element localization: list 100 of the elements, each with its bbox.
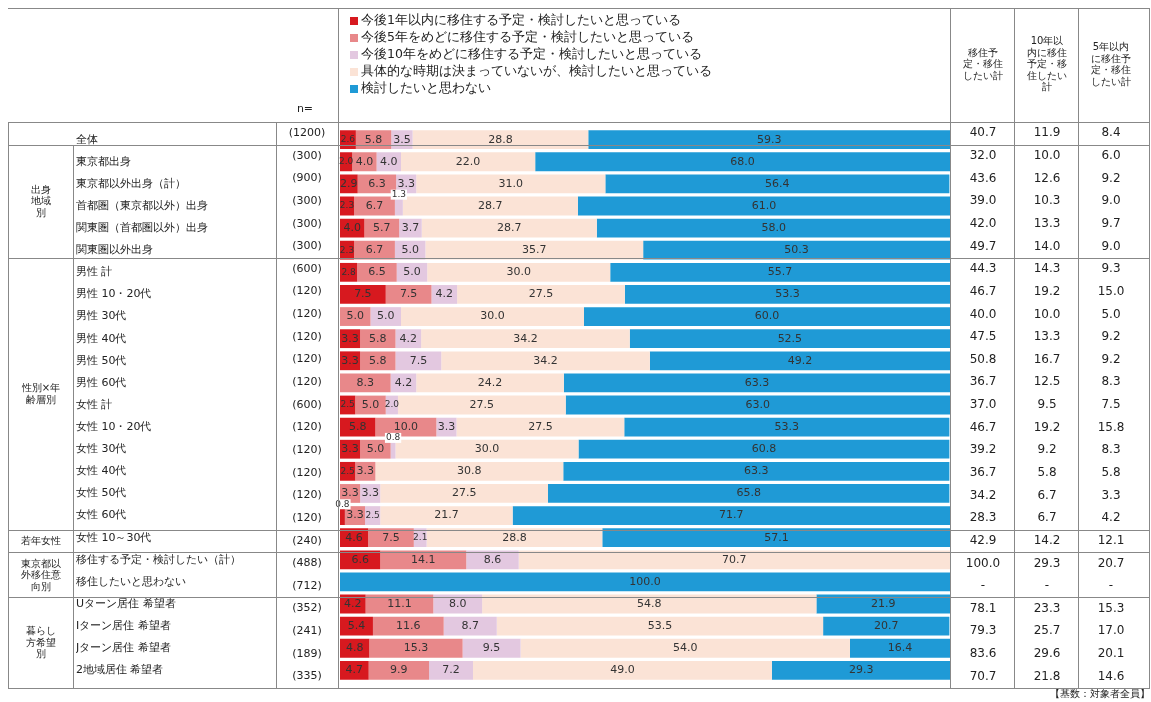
bar xyxy=(578,439,950,459)
text: 39.0 xyxy=(969,193,997,209)
data-label: 3.3 xyxy=(341,486,359,500)
text: 29.6 xyxy=(1033,646,1061,661)
data-label: 70.7 xyxy=(722,552,747,566)
bar xyxy=(649,351,950,371)
text: 13.3 xyxy=(1033,215,1061,231)
bar xyxy=(427,262,611,282)
data-label: 21.7 xyxy=(434,508,459,522)
text: 若年女性 xyxy=(20,535,62,547)
data-label: 16.4 xyxy=(887,641,913,655)
data-label: 2.8 xyxy=(341,266,356,277)
data-label: 6.7 xyxy=(365,198,384,212)
text: 10.3 xyxy=(1033,193,1061,209)
text: 9.2 xyxy=(1101,329,1121,344)
text: 14.3 xyxy=(1033,261,1061,277)
legend-label: 今後1年以内に移住する予定・検討したいと思っている xyxy=(360,12,682,29)
data-label: 2.5 xyxy=(365,509,380,520)
bar xyxy=(340,616,373,636)
bar xyxy=(605,174,950,194)
bar xyxy=(380,550,467,570)
bar xyxy=(426,528,603,548)
data-label: 5.0 xyxy=(403,265,421,279)
data-label: 68.0 xyxy=(730,154,755,168)
y-tick-label: 関東圏（首都圏以外）出身 xyxy=(76,220,208,234)
data-label: 9.5 xyxy=(482,641,501,655)
text: (300) xyxy=(292,193,322,208)
data-label: 5.0 xyxy=(401,243,419,257)
text: 28.3 xyxy=(969,510,997,526)
data-label: 8.0 xyxy=(448,596,467,610)
text: 13.3 xyxy=(1033,329,1061,344)
bar xyxy=(412,130,589,150)
text: 出身地域別 xyxy=(30,183,52,219)
y-tick-label: 2地域居住 希望者 xyxy=(76,663,164,677)
text: 9.0 xyxy=(1101,238,1121,254)
data-label: 35.7 xyxy=(522,243,547,257)
legend-label: 今後10年をめどに移住する予定・検討したいと思っている xyxy=(360,46,703,63)
text: (600) xyxy=(292,261,322,276)
text: 46.7 xyxy=(969,419,997,435)
data-label: 54.8 xyxy=(637,596,662,610)
bar xyxy=(340,285,386,304)
data-label: 9.9 xyxy=(390,663,408,677)
y-tick-label: 女性 60代 xyxy=(76,508,127,522)
data-label: 61.0 xyxy=(751,198,777,212)
text: 10年以内に移住予定・移住したい計 xyxy=(1026,35,1068,93)
y-tick-label: 女性 40代 xyxy=(76,464,127,478)
bar xyxy=(565,395,950,415)
bar xyxy=(429,660,473,680)
data-label: 34.2 xyxy=(513,331,538,345)
data-label: 30.0 xyxy=(480,309,505,323)
data-label: 3.3 xyxy=(341,442,359,456)
bar xyxy=(518,550,950,570)
text: 9.7 xyxy=(1101,215,1121,231)
data-label: 8.3 xyxy=(356,375,375,389)
data-label: 4.7 xyxy=(345,663,364,677)
data-label: 63.0 xyxy=(745,397,771,411)
bar xyxy=(425,240,644,260)
data-label: 6.5 xyxy=(368,265,386,279)
bar xyxy=(402,196,578,216)
text: 6.7 xyxy=(1037,487,1057,503)
data-label: 5.0 xyxy=(366,442,385,456)
text: (1200) xyxy=(288,125,326,140)
text: (300) xyxy=(292,148,322,163)
bar xyxy=(357,262,397,282)
y-tick-label: 女性 50代 xyxy=(76,486,127,500)
text: (120) xyxy=(292,329,322,344)
text: 東京都以外移住意向別 xyxy=(20,557,62,593)
text: (120) xyxy=(292,510,322,525)
text: 19.2 xyxy=(1033,283,1061,299)
text: 14.0 xyxy=(1033,238,1061,254)
data-label: 8.6 xyxy=(483,552,502,566)
data-label: 2.3 xyxy=(339,244,355,255)
data-label: 4.8 xyxy=(345,641,364,655)
data-label: 15.3 xyxy=(403,641,429,655)
text: 9.2 xyxy=(1101,351,1121,367)
data-label: 53.5 xyxy=(647,618,673,632)
y-tick-label: 男性 60代 xyxy=(76,375,127,389)
text: 5.8 xyxy=(1037,465,1057,480)
text: 83.6 xyxy=(969,646,997,661)
text: 40.0 xyxy=(969,306,997,322)
y-tick-label: 関東圏以外出身 xyxy=(76,243,153,257)
text: 25.7 xyxy=(1033,623,1061,639)
text: 44.3 xyxy=(969,261,997,277)
bar xyxy=(643,240,950,260)
data-label: 5.8 xyxy=(369,353,387,367)
data-label: 50.3 xyxy=(784,243,809,257)
y-tick-label: 東京都以外出身（計） xyxy=(76,176,186,190)
data-label: 22.0 xyxy=(455,154,481,168)
bar xyxy=(340,307,371,326)
text: (600) xyxy=(292,397,322,412)
y-tick-label: 男性 計 xyxy=(76,265,113,279)
text: - xyxy=(1108,578,1114,593)
data-label: 63.3 xyxy=(744,375,770,389)
text: 70.7 xyxy=(969,668,997,684)
bar xyxy=(441,351,650,371)
data-label: 20.7 xyxy=(874,618,899,632)
data-label: 4.2 xyxy=(399,331,418,345)
text: 40.7 xyxy=(969,125,997,141)
data-label: 11.6 xyxy=(396,618,421,632)
data-label: 7.2 xyxy=(442,663,460,677)
